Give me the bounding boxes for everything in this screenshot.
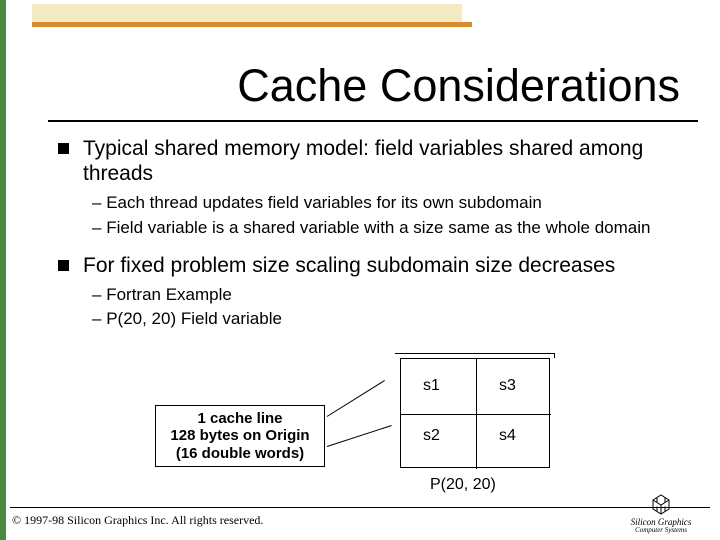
logo-text-2: Computer Systems bbox=[616, 527, 706, 534]
bullet-item: For fixed problem size scaling subdomain… bbox=[58, 253, 688, 278]
grid-2x2: s1 s3 s2 s4 bbox=[400, 358, 550, 468]
page-title: Cache Considerations bbox=[0, 60, 700, 112]
copyright-text: © 1997-98 Silicon Graphics Inc. All righ… bbox=[12, 513, 263, 528]
cache-line-2: 128 bytes on Origin bbox=[162, 427, 318, 444]
grid-cell-label: s3 bbox=[499, 377, 516, 395]
sub-bullet: Fortran Example bbox=[92, 284, 688, 305]
square-bullet-icon bbox=[58, 143, 69, 154]
sub-bullet: P(20, 20) Field variable bbox=[92, 308, 688, 329]
yellow-band bbox=[32, 4, 462, 24]
cube-icon bbox=[648, 491, 674, 517]
grid-hline bbox=[401, 414, 551, 415]
header-decoration bbox=[32, 0, 472, 26]
square-bullet-icon bbox=[58, 260, 69, 271]
sub-bullet: Field variable is a shared variable with… bbox=[92, 217, 688, 238]
cache-line-1: 1 cache line bbox=[162, 410, 318, 427]
orange-band bbox=[32, 22, 472, 27]
subdomain-diagram: s1 s3 s2 s4 P(20, 20) bbox=[360, 358, 560, 498]
green-sidebar bbox=[0, 0, 6, 540]
bullet-item: Typical shared memory model: field varia… bbox=[58, 136, 688, 186]
grid-cell-label: s1 bbox=[423, 377, 440, 395]
grid-caption: P(20, 20) bbox=[430, 476, 496, 494]
sub-bullet: Each thread updates field variables for … bbox=[92, 192, 688, 213]
bullet-text: For fixed problem size scaling subdomain… bbox=[83, 253, 615, 278]
content-area: Typical shared memory model: field varia… bbox=[58, 136, 688, 333]
grid-cell-label: s2 bbox=[423, 427, 440, 445]
cache-line-callout: 1 cache line 128 bytes on Origin (16 dou… bbox=[155, 405, 325, 467]
bullet-text: Typical shared memory model: field varia… bbox=[83, 136, 688, 186]
footer-rule bbox=[10, 507, 710, 508]
sgi-logo: Silicon Graphics Computer Systems bbox=[616, 491, 706, 534]
title-underline bbox=[48, 120, 698, 122]
grid-cell-label: s4 bbox=[499, 427, 516, 445]
cache-line-3: (16 double words) bbox=[162, 445, 318, 462]
